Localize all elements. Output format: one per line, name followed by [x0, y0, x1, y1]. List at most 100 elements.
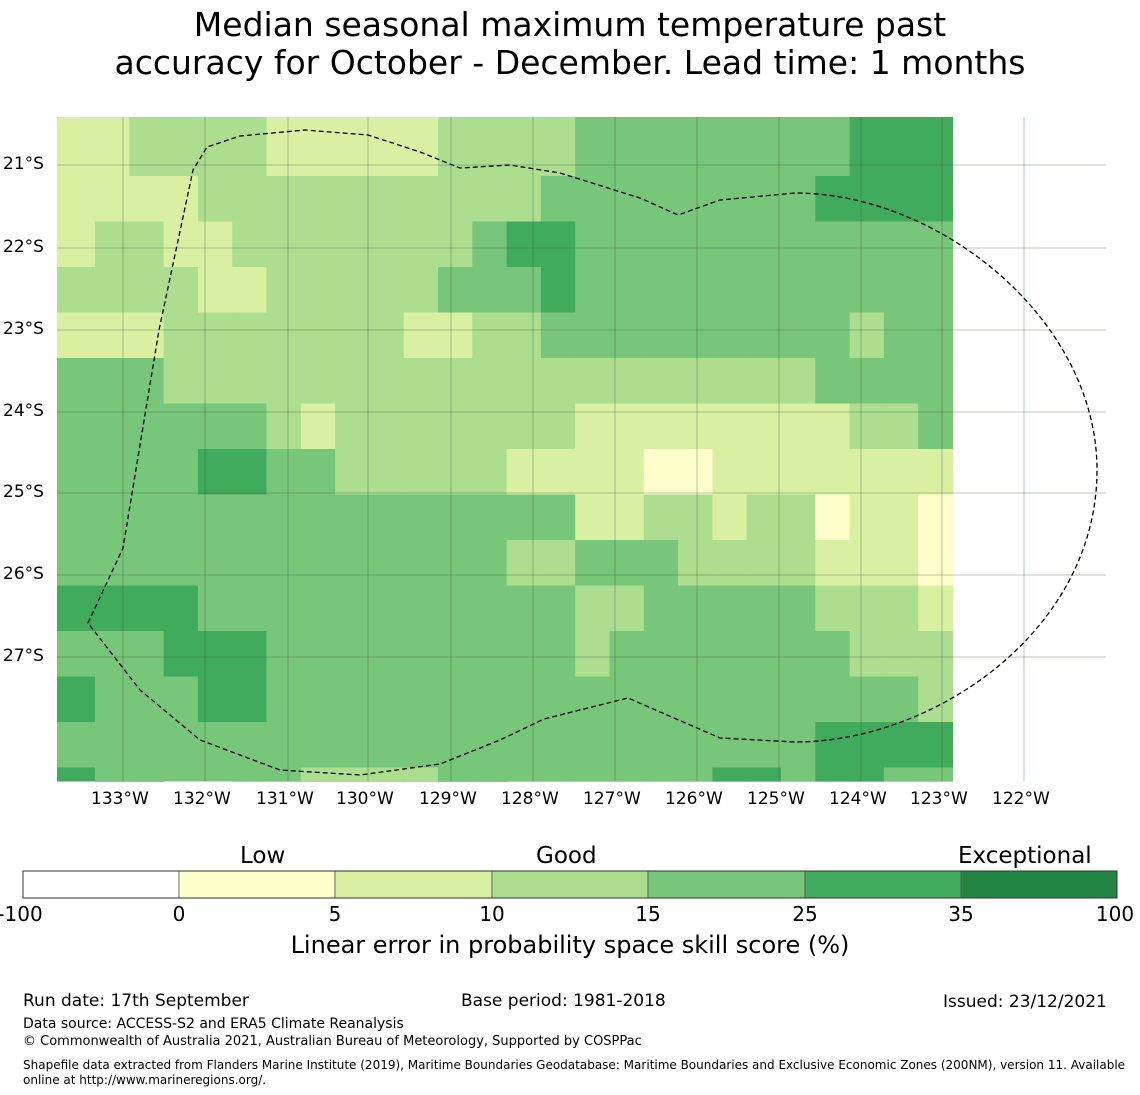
colorbar-outline — [22, 870, 1118, 899]
colorbar-label: Linear error in probability space skill … — [290, 931, 850, 959]
grid-cell — [300, 676, 336, 723]
grid-cell — [57, 722, 96, 769]
grid-cell — [918, 117, 954, 177]
grid-cell — [129, 494, 165, 541]
grid-cell — [438, 176, 473, 223]
grid-cell — [266, 267, 302, 314]
grid-cell — [300, 403, 336, 450]
longitude-label: 128°W — [501, 789, 559, 809]
longitude-label: 122°W — [992, 789, 1050, 809]
colorbar-swatch — [334, 870, 493, 899]
grid-cell — [197, 494, 233, 541]
grid-cell — [197, 781, 233, 782]
grid-cell — [540, 176, 576, 223]
grid-cell — [883, 267, 919, 314]
grid-cell — [57, 494, 96, 541]
grid-cell — [918, 722, 954, 769]
grid-cell — [232, 585, 268, 632]
grid-cell — [57, 676, 96, 723]
grid-cell — [746, 676, 782, 723]
grid-cell — [369, 540, 405, 587]
grid-cell — [95, 781, 130, 782]
grid-cell — [712, 494, 748, 541]
grid-cell — [232, 312, 268, 359]
grid-cell — [163, 176, 199, 223]
grid-cell — [438, 722, 473, 769]
grid-cell — [472, 403, 508, 450]
grid-cell — [163, 631, 199, 678]
grid-cell — [540, 221, 576, 268]
issued-date: Issued: 23/12/2021 — [943, 992, 1107, 1012]
grid-cell — [609, 117, 645, 177]
grid-cell — [781, 631, 816, 678]
grid-cell — [849, 676, 885, 723]
grid-cell — [712, 221, 748, 268]
grid-cell — [232, 631, 268, 678]
grid-cell — [918, 767, 954, 782]
grid-cell — [300, 358, 336, 405]
skill-grid — [57, 117, 954, 782]
grid-cell — [643, 117, 679, 177]
grid-cell — [369, 358, 405, 405]
grid-cell — [575, 221, 611, 268]
colorbar-swatch — [804, 870, 962, 899]
grid-cell — [781, 767, 816, 782]
grid-cell — [300, 585, 336, 632]
grid-cell — [575, 117, 611, 177]
grid-cell — [300, 781, 336, 782]
grid-cell — [232, 117, 268, 177]
grid-cell — [609, 676, 645, 723]
grid-cell — [781, 267, 816, 314]
grid-cell — [472, 358, 508, 405]
grid-cell — [300, 767, 336, 782]
grid-cell — [197, 767, 233, 782]
grid-cell — [815, 176, 851, 223]
colorbar-tick-label: 5 — [328, 902, 342, 926]
grid-cell — [369, 117, 405, 177]
grid-cell — [918, 267, 954, 314]
grid-cell — [266, 540, 302, 587]
grid-cell — [57, 540, 96, 587]
longitude-label: 130°W — [336, 789, 394, 809]
grid-cell — [232, 722, 268, 769]
latitude-label: 25°S — [3, 482, 44, 502]
grid-cell — [163, 221, 199, 268]
grid-cell — [506, 403, 542, 450]
grid-cell — [335, 781, 370, 782]
grid-cell — [232, 403, 268, 450]
grid-cell — [678, 449, 713, 496]
grid-cell — [197, 585, 233, 632]
grid-cell — [883, 631, 919, 678]
grid-cell — [369, 767, 405, 782]
grid-cell — [575, 449, 611, 496]
grid-cell — [815, 540, 851, 587]
grid-cell — [335, 631, 370, 678]
grid-cell — [197, 117, 233, 177]
grid-cell — [438, 676, 473, 723]
grid-cell — [575, 312, 611, 359]
grid-cell — [643, 676, 679, 723]
grid-cell — [849, 267, 885, 314]
grid-cell — [540, 267, 576, 314]
grid-cell — [609, 312, 645, 359]
grid-cell — [232, 676, 268, 723]
grid-cell — [712, 585, 748, 632]
grid-cell — [781, 540, 816, 587]
grid-cell — [403, 267, 439, 314]
grid-cell — [57, 221, 96, 268]
grid-cell — [506, 312, 542, 359]
data-source: Data source: ACCESS-S2 and ERA5 Climate … — [23, 1016, 404, 1032]
grid-cell — [815, 767, 851, 782]
grid-cell — [712, 676, 748, 723]
grid-cell — [472, 631, 508, 678]
grid-cell — [472, 267, 508, 314]
grid-cell — [712, 267, 748, 314]
grid-cell — [163, 585, 199, 632]
grid-cell — [95, 176, 130, 223]
grid-cell — [883, 358, 919, 405]
grid-cell — [575, 631, 611, 678]
grid-cell — [197, 449, 233, 496]
title-line-2: accuracy for October - December. Lead ti… — [114, 43, 1026, 82]
grid-cell — [883, 722, 919, 769]
shapefile-credit: Shapefile data extracted from Flanders M… — [23, 1058, 1126, 1087]
